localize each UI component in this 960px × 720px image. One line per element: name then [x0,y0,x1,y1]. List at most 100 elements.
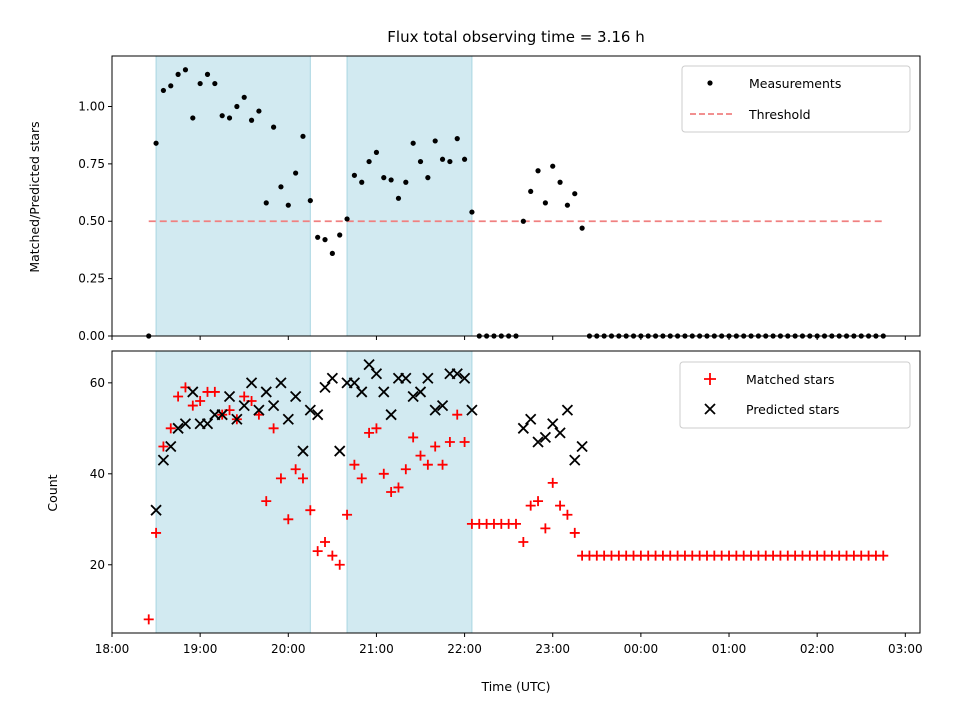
predicted-stars-point [312,409,324,421]
measurement-point [454,136,460,142]
measurement-point [381,175,387,181]
bottom-legend: Matched stars Predicted stars [679,361,911,429]
measurement-point [351,172,357,178]
matched-stars-point [327,550,338,561]
predicted-stars-point [319,381,331,394]
matched-stars-point [158,441,169,452]
matched-stars-point [525,500,536,511]
measurement-point [469,209,475,215]
predicted-stars-point [370,368,383,380]
x-tick-label: 02:00 [800,642,835,656]
predicted-stars-point [429,404,441,416]
measurement-point [329,250,335,256]
matched-stars-point [452,409,463,420]
predicted-stars-point [348,377,361,389]
matched-stars-point [444,436,455,447]
y-tick-label: 20 [90,558,105,572]
matched-stars-point [555,500,566,511]
matched-stars-point [422,459,433,470]
matched-stars-point [878,550,889,561]
axes-frame [111,350,921,634]
measurement-point [168,83,174,89]
matched-stars-point [165,423,176,434]
matched-stars-point [562,509,573,520]
measurement-point [307,197,313,204]
predicted-stars-point [157,454,170,466]
predicted-stars-point [356,386,368,398]
top-axes: 0.00 0.25 0.50 0.75 1.00 [78,55,921,343]
matched-stars-point [187,400,198,411]
legend-measurements-marker [707,80,713,86]
measurement-point [572,191,578,197]
predicted-stars-point [172,422,184,434]
matched-stars-point [173,391,184,402]
matched-stars-point [371,423,382,434]
matched-stars-point [268,423,279,434]
predicted-stars-point [334,445,346,457]
predicted-stars-point [289,390,302,403]
legend-matched-marker [704,373,716,385]
predicted-stars-point [385,409,397,421]
measurement-point [432,138,438,144]
matched-stars-point [364,427,375,438]
y-tick-label: 0.00 [78,329,105,343]
predicted-stars-point [414,386,427,398]
predicted-stars-point [223,390,236,403]
legend-matched-label: Matched stars [746,372,834,387]
legend-measurements-label: Measurements [749,76,841,91]
matched-stars-point [430,441,441,452]
predicted-stars-point [400,372,412,384]
measurement-point [278,184,284,190]
y-tick-label: 40 [90,467,105,481]
measurement-point [226,115,233,121]
x-tick-label: 19:00 [183,642,218,656]
x-tick-label: 20:00 [271,642,306,656]
predicted-stars-point [576,440,588,453]
predicted-stars-point [525,413,537,425]
predicted-stars-point [201,418,214,430]
matched-stars-point [239,391,250,402]
predicted-stars-point [569,454,581,466]
matched-stars-point [305,505,316,516]
x-tick-label: 01:00 [712,642,747,656]
legend-threshold-label: Threshold [748,107,811,122]
matched-stars-point [415,450,426,461]
measurement-point [219,113,225,119]
measurement-point [322,237,328,243]
predicted-stars-point [245,377,258,389]
predicted-stars-point [231,413,243,425]
measurement-point [234,103,240,110]
bottom-axes: 20 40 60 18:00 19:00 20:00 21:00 22:00 23:00 00:0… [90,350,923,656]
top-legend: Measurements Threshold [681,65,911,133]
measurement-point [461,156,468,162]
matched-stars-point [290,464,301,475]
legend-predicted-label: Predicted stars [746,402,839,417]
predicted-stars-point [378,386,390,398]
matched-stars-point [320,537,331,548]
matched-stars-point [547,477,558,488]
legend-predicted-marker [704,403,716,415]
predicted-stars-point [561,404,574,416]
y-tick-label: 0.75 [78,157,105,171]
y-tick-label: 0.25 [78,272,105,286]
predicted-stars-point [451,368,463,380]
measurement-point [579,225,585,231]
matched-stars-point [356,473,367,484]
measurement-point [241,94,247,100]
predicted-stars-point [297,445,309,457]
predicted-stars-point [282,413,294,425]
measurement-point [190,115,196,121]
matched-stars-point [334,559,345,570]
matched-stars-point [511,518,521,529]
top-y-axis-label: Matched/Predicted stars [27,121,42,272]
x-tick-label: 23:00 [535,642,570,656]
bottom-y-axis-label: Count [45,474,60,511]
predicted-stars-point [466,404,478,416]
x-tick-label: 00:00 [624,642,659,656]
predicted-stars-point [407,390,419,403]
predicted-stars-point [253,404,265,416]
predicted-stars-point [179,418,192,430]
matched-stars-point [386,487,397,497]
measurement-point [248,117,255,123]
